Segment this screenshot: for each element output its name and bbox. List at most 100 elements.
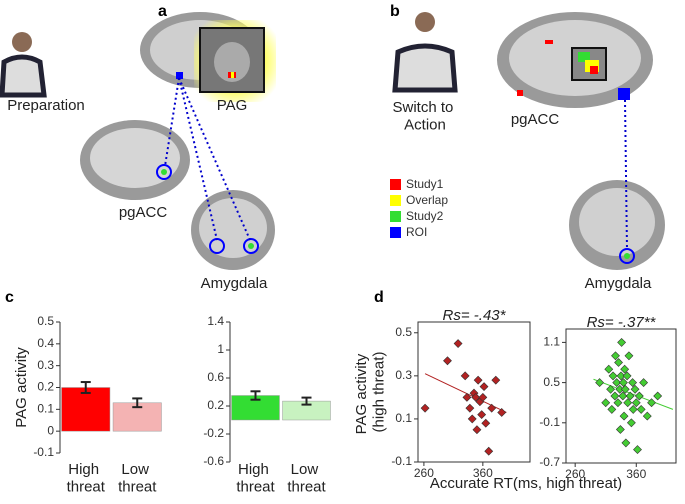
- point: [626, 418, 636, 428]
- point: [606, 384, 616, 394]
- point: [620, 384, 630, 394]
- brain-sagittal: [140, 12, 276, 102]
- x-tick-label: 260: [565, 467, 585, 481]
- point: [491, 375, 501, 385]
- brain-sagittal: [497, 12, 653, 108]
- point: [636, 404, 646, 414]
- y-tick-label: 0.3: [37, 358, 54, 372]
- point: [479, 382, 489, 392]
- annotation: Rs= -.37**: [587, 314, 657, 331]
- legend-label: ROI: [406, 225, 427, 239]
- point: [614, 358, 623, 367]
- plot-frame: [565, 328, 677, 464]
- point: [465, 403, 475, 413]
- y-tick-label: 1.1: [543, 335, 560, 349]
- legend-swatch: [390, 179, 401, 190]
- point: [618, 391, 628, 401]
- point: [477, 410, 487, 420]
- y-tick-label: 0.3: [395, 368, 412, 382]
- point: [631, 398, 641, 408]
- point: [601, 398, 611, 408]
- point: [610, 391, 620, 401]
- x-axis-label: Accurate RT(ms, high threat): [430, 475, 622, 492]
- point: [625, 391, 635, 401]
- bar: [61, 387, 111, 432]
- point: [623, 398, 633, 408]
- point: [473, 375, 483, 385]
- y-tick-label: 0.1: [37, 402, 54, 416]
- x-tick-label: Low threat: [118, 461, 157, 495]
- y-tick-label: -0.1: [391, 454, 412, 468]
- y-tick-label: 0.4: [37, 336, 54, 350]
- phase-label: Preparation: [7, 97, 85, 114]
- x-tick-label: 260: [414, 466, 434, 480]
- x-tick-label: 360: [473, 466, 493, 480]
- brain-coronal: [191, 190, 275, 270]
- region-label: PAG: [217, 97, 248, 114]
- point: [611, 351, 620, 361]
- legend-swatch: [390, 195, 401, 206]
- y-axis-label: PAG activity: [13, 347, 30, 428]
- y-tick-label: -0.7: [539, 455, 560, 469]
- annotation: Rs= -.43*: [443, 307, 507, 324]
- y-tick-label: -0.1: [33, 445, 54, 459]
- point: [619, 378, 628, 388]
- point: [420, 403, 430, 413]
- point: [619, 411, 629, 421]
- point: [653, 391, 663, 401]
- y-tick-label: 1.4: [207, 314, 224, 328]
- y-tick-label: 0: [47, 423, 54, 437]
- point: [647, 398, 656, 408]
- point: [453, 339, 463, 348]
- x-tick-label: Low threat: [287, 461, 326, 495]
- y-tick-label: 0.5: [37, 314, 54, 328]
- point: [642, 411, 652, 421]
- point: [628, 378, 638, 388]
- panel-label: c: [5, 289, 14, 306]
- point: [624, 351, 634, 361]
- point: [607, 404, 617, 414]
- point: [616, 371, 626, 381]
- point: [481, 418, 491, 428]
- y-tick-label: 0.2: [207, 398, 224, 412]
- legend-label: Study1: [406, 177, 444, 191]
- panel-label: d: [374, 289, 384, 306]
- point: [613, 398, 623, 408]
- point: [478, 392, 488, 402]
- point: [639, 378, 649, 388]
- point: [630, 384, 640, 394]
- point: [460, 371, 470, 381]
- point: [633, 445, 642, 455]
- point: [621, 438, 631, 448]
- y-axis-label: PAG activity (high threat): [353, 350, 387, 435]
- point: [471, 392, 481, 402]
- point: [617, 337, 627, 347]
- y-tick-label: -0.2: [203, 426, 224, 440]
- y-tick-label: 0.5: [543, 375, 560, 389]
- x-tick-label: 360: [626, 467, 646, 481]
- region-label: Amygdala: [201, 275, 268, 292]
- point: [443, 356, 452, 366]
- region-label: Amygdala: [585, 275, 652, 292]
- y-tick-label: -0.6: [203, 454, 224, 468]
- panel-label: a: [158, 3, 167, 20]
- point: [487, 403, 497, 413]
- phase-label: Switch to Action: [392, 99, 457, 133]
- trendline: [593, 378, 674, 410]
- point: [595, 378, 605, 388]
- y-tick-label: 0.2: [37, 380, 54, 394]
- point: [462, 392, 472, 402]
- point: [622, 371, 632, 381]
- legend-label: Study2: [406, 209, 444, 223]
- point: [608, 371, 618, 381]
- brain-coronal: [569, 180, 665, 270]
- region-label: pgACC: [511, 111, 560, 128]
- x-tick-label: High threat: [67, 461, 106, 495]
- point: [604, 364, 614, 374]
- point: [634, 391, 644, 401]
- point: [612, 378, 622, 388]
- legend-swatch: [390, 227, 401, 238]
- panel-label: b: [390, 3, 400, 20]
- y-tick-label: 0.1: [395, 411, 412, 425]
